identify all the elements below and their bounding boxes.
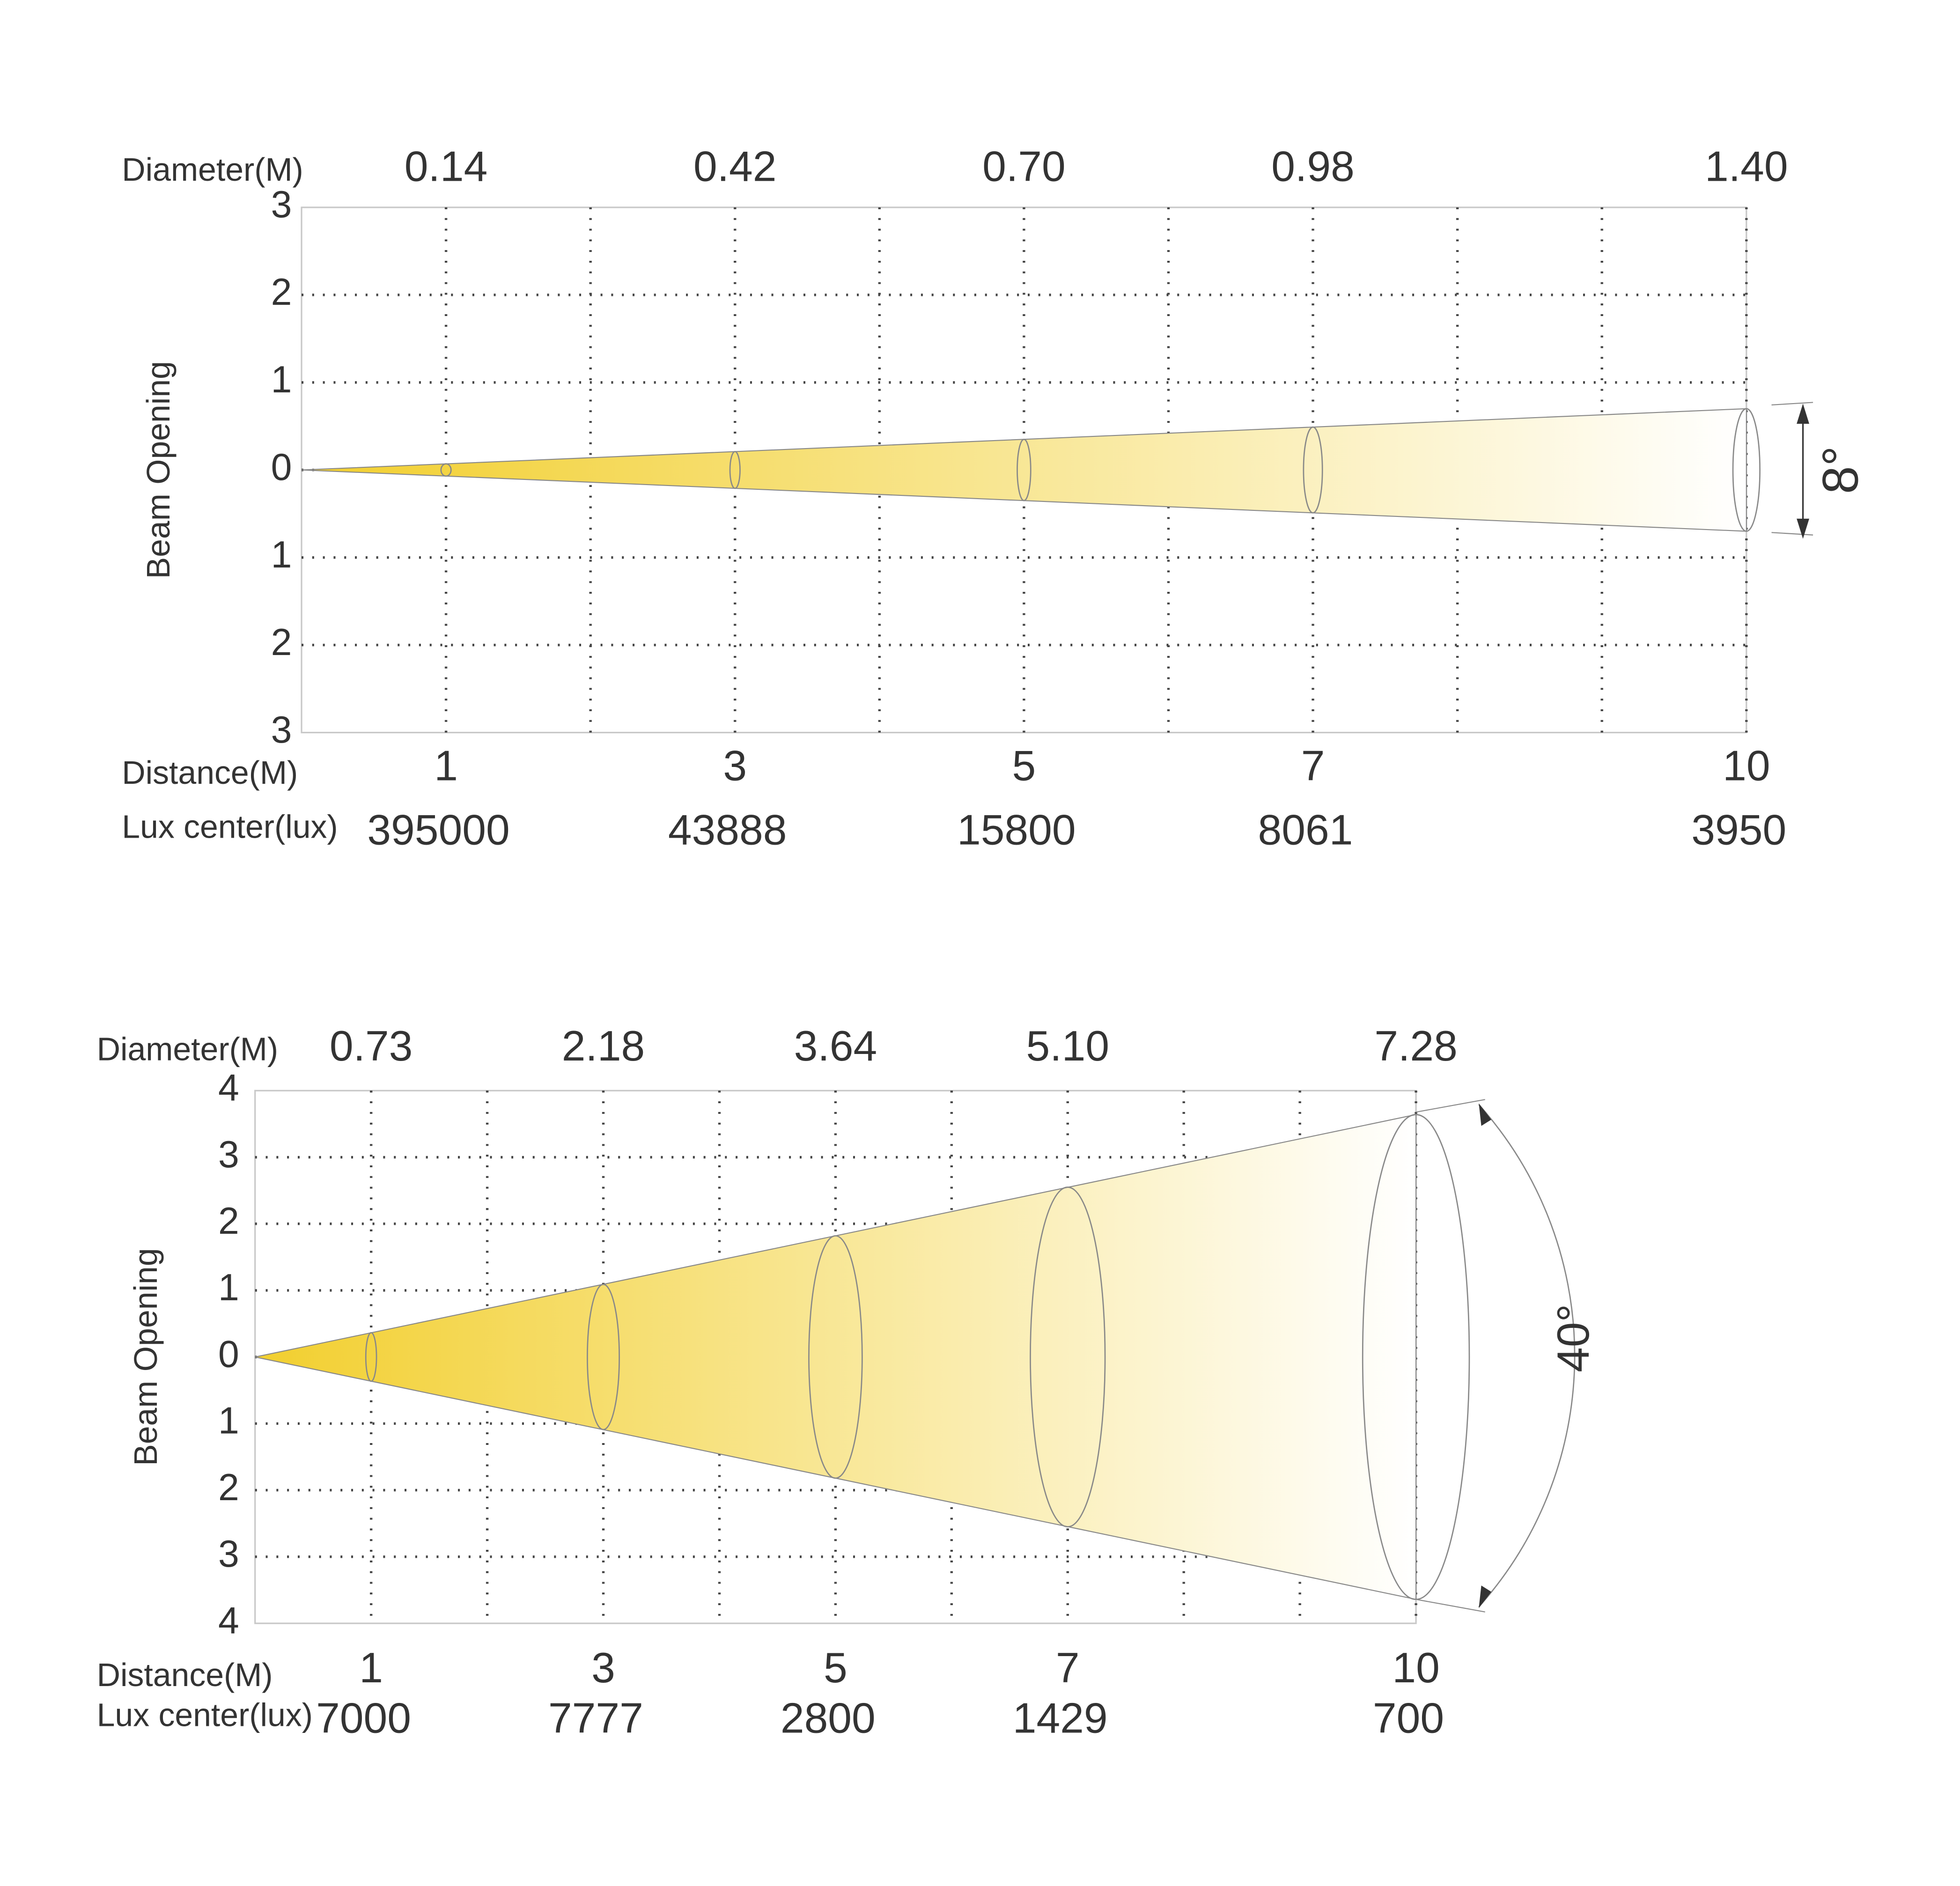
y-tick-label: 0 [218,1333,239,1375]
distance-value: 5 [824,1644,847,1692]
distance-value: 7 [1056,1644,1080,1692]
distance-value: 10 [1392,1644,1439,1692]
distance-value: 1 [359,1644,383,1692]
diameter-value: 0.73 [330,1022,413,1070]
beam-section [587,1283,620,1430]
y-tick-label: 1 [218,1400,239,1442]
distance-value: 7 [1301,742,1325,789]
y-tick-label: 4 [218,1067,239,1109]
y-tick-label: 1 [271,359,292,401]
lux-value: 43888 [668,806,787,854]
diameter-value: 7.28 [1374,1022,1458,1070]
beam-section [729,451,741,489]
beam-cone [301,408,1747,532]
beam-section [440,463,452,477]
arrow-head [1479,1103,1492,1126]
angle-extension [1415,1599,1485,1613]
arrow-head [1797,518,1809,539]
beam-section [1030,1186,1106,1528]
y-tick-label: 3 [271,184,292,226]
y-tick-label: 1 [271,534,292,576]
diameter-value: 3.64 [794,1022,877,1070]
diameter-value: 5.10 [1026,1022,1110,1070]
distance-label: Distance(M) [122,754,298,791]
beam-angle-label: 8° [1812,446,1868,494]
y-tick-label: 2 [271,621,292,663]
y-axis-title: Beam Opening [127,1248,164,1466]
y-tick-label: 3 [218,1533,239,1575]
y-tick-label: 4 [218,1599,239,1642]
distance-value: 3 [723,742,747,789]
diameter-value: 0.14 [405,143,488,191]
distance-value: 5 [1012,742,1036,789]
diameter-value: 1.40 [1705,143,1788,191]
arrow-head [1797,404,1809,424]
beam-section [808,1235,863,1479]
diameter-value: 0.70 [982,143,1066,191]
angle-extension [1771,532,1813,536]
lux-value: 1429 [1013,1694,1108,1742]
distance-label: Distance(M) [97,1657,273,1693]
diameter-label: Diameter(M) [122,151,303,188]
lux-value: 2800 [781,1694,876,1742]
y-tick-label: 0 [271,446,292,488]
y-tick-label: 3 [271,709,292,751]
y-tick-label: 2 [271,271,292,313]
lux-value: 7000 [316,1694,411,1742]
distance-value: 1 [434,742,458,789]
diameter-value: 0.42 [693,143,777,191]
lux-value: 15800 [957,806,1076,854]
beam-section [1017,438,1032,501]
y-tick-label: 2 [218,1200,239,1242]
beam-section [365,1332,377,1382]
beam-angle-label: 40° [1548,1304,1599,1372]
y-tick-label: 3 [218,1134,239,1176]
diameter-value: 0.98 [1271,143,1355,191]
lux-value: 700 [1373,1694,1444,1742]
distance-value: 3 [591,1644,615,1692]
beam-section [1303,426,1323,514]
angle-extension [1415,1099,1485,1113]
distance-value: 10 [1723,742,1770,789]
diameter-label: Diameter(M) [97,1031,279,1068]
angle-extension [1771,402,1813,405]
beam-section [1732,408,1761,532]
y-tick-label: 1 [218,1267,239,1309]
lux-value: 7777 [548,1694,643,1742]
lux-label: Lux center(lux) [97,1697,313,1733]
y-tick-label: 2 [218,1466,239,1509]
angle-arc [1478,1104,1576,1607]
arrow-head [1479,1585,1492,1608]
lux-label: Lux center(lux) [122,809,338,845]
diameter-value: 2.18 [562,1022,645,1070]
lux-value: 8061 [1258,806,1353,854]
y-axis-title: Beam Opening [140,361,177,579]
lux-value: 3950 [1691,806,1786,854]
lux-value: 395000 [367,806,509,854]
